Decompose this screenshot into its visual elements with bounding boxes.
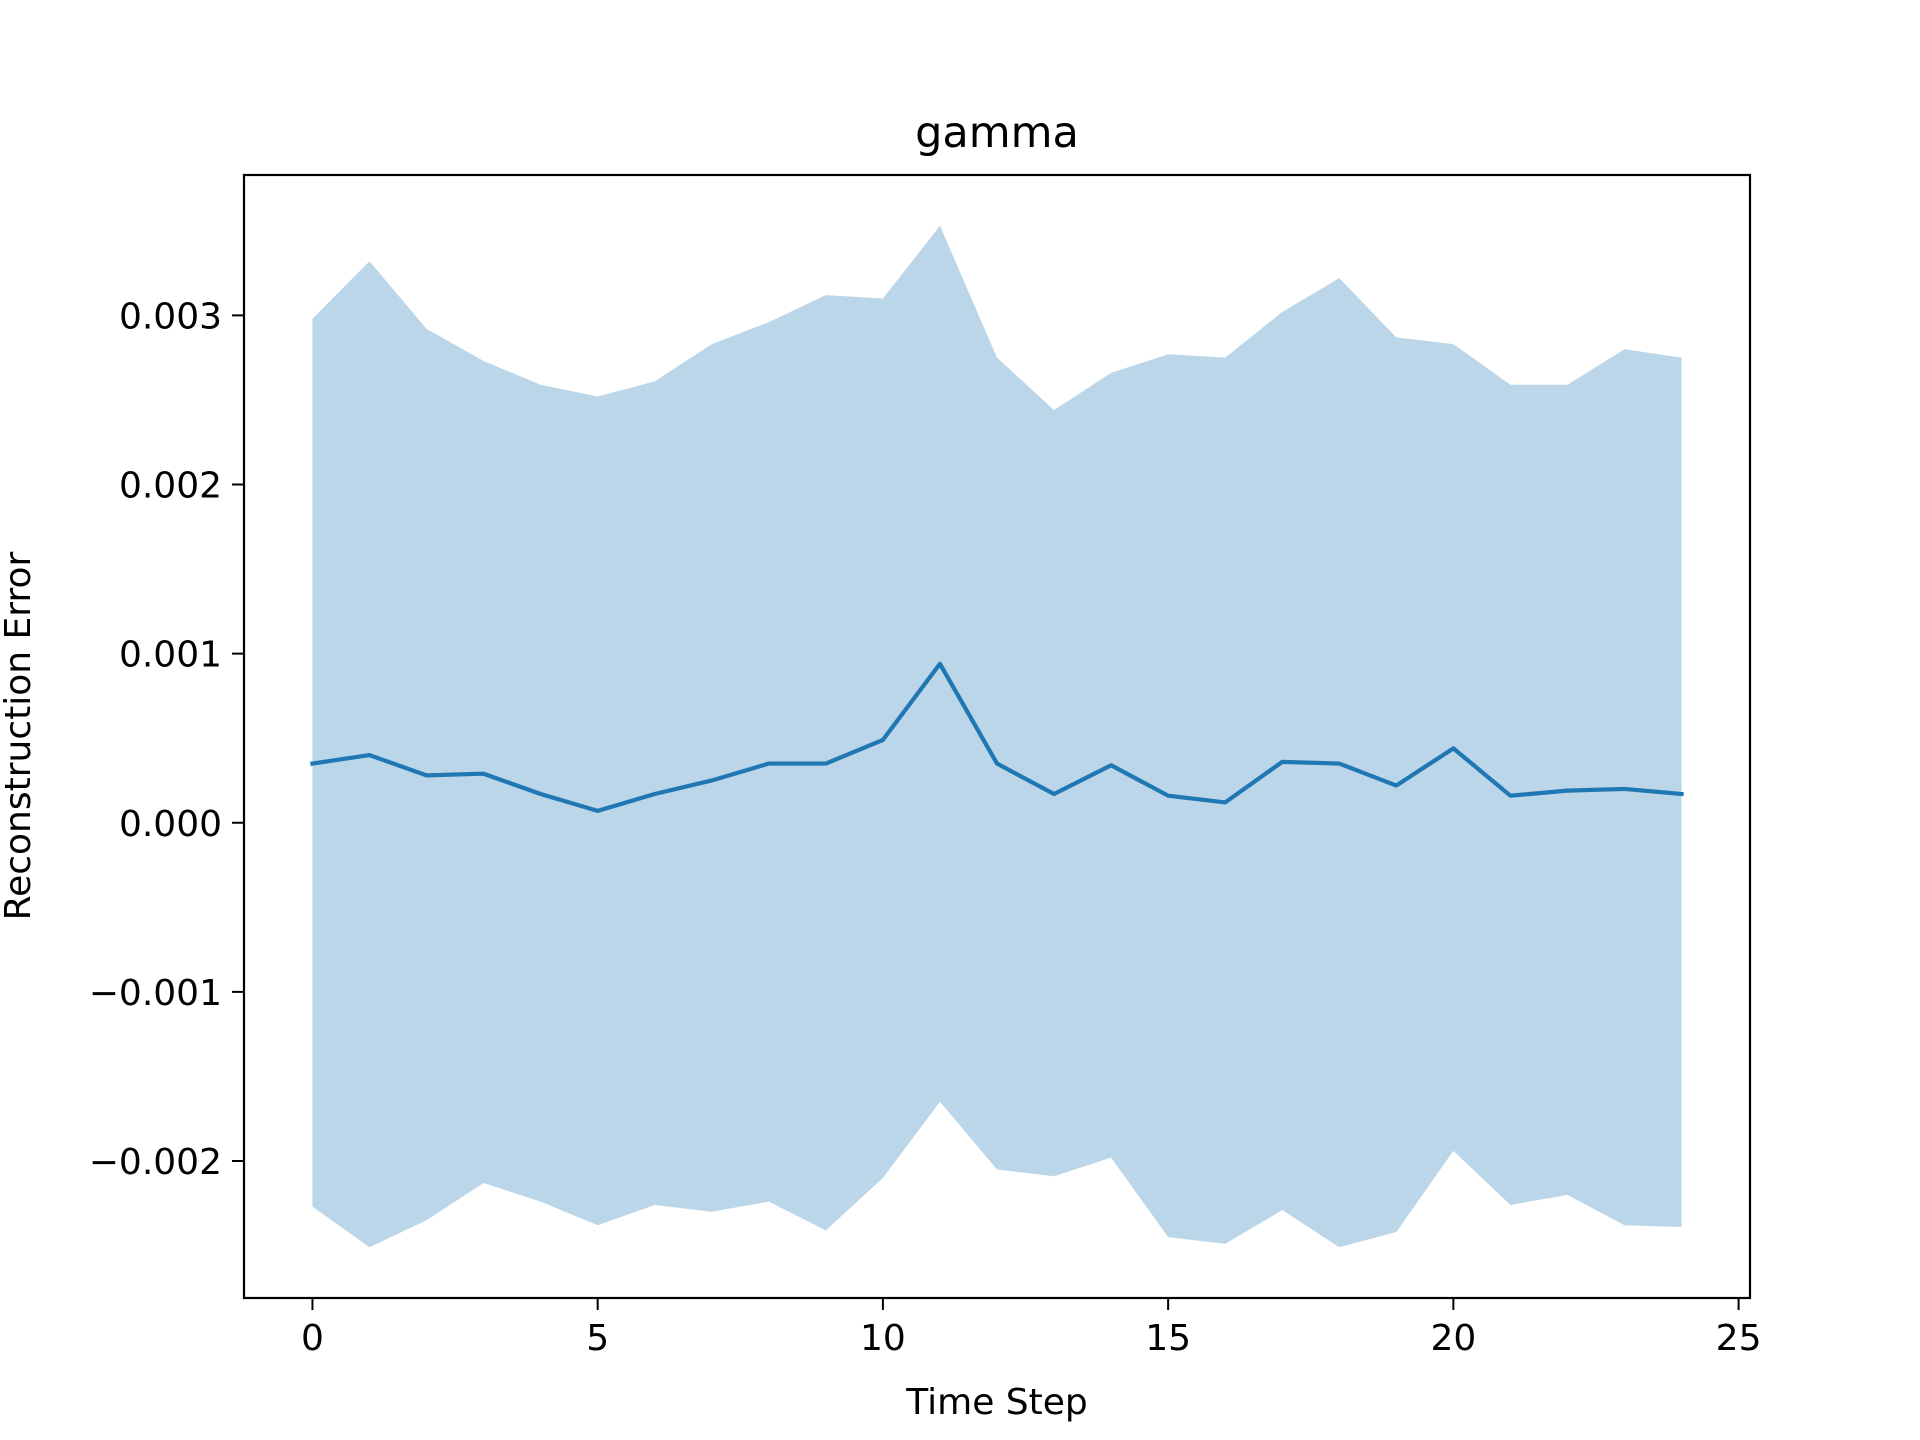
data-point bbox=[823, 761, 829, 767]
x-tick-label: 5 bbox=[586, 1318, 609, 1359]
data-point bbox=[424, 772, 430, 778]
data-point bbox=[937, 661, 943, 667]
x-tick-label: 10 bbox=[860, 1318, 906, 1359]
data-point bbox=[481, 771, 487, 777]
data-point bbox=[595, 808, 601, 814]
data-point bbox=[1222, 799, 1228, 805]
chart-title: gamma bbox=[915, 108, 1079, 158]
x-axis: 0 5 10 15 20 25 bbox=[301, 1298, 1761, 1359]
data-point bbox=[1564, 788, 1570, 794]
data-point bbox=[652, 791, 658, 797]
y-tick-label: 0.001 bbox=[119, 635, 222, 676]
x-tick-label: 15 bbox=[1145, 1318, 1191, 1359]
x-tick-label: 0 bbox=[301, 1318, 324, 1359]
data-point bbox=[994, 761, 1000, 767]
data-point bbox=[1165, 793, 1171, 799]
y-tick-label: −0.002 bbox=[89, 1142, 222, 1183]
series-line bbox=[310, 661, 1684, 814]
data-point bbox=[1393, 783, 1399, 789]
y-tick-label: 0.003 bbox=[119, 296, 222, 337]
data-point bbox=[1450, 745, 1456, 751]
data-point bbox=[538, 791, 544, 797]
confidence-band bbox=[312, 225, 1682, 1248]
y-axis-label: Reconstruction Error bbox=[0, 552, 39, 921]
plot-area bbox=[309, 225, 1685, 1248]
data-point bbox=[1507, 793, 1513, 799]
data-point bbox=[1279, 759, 1285, 765]
data-point bbox=[1336, 761, 1342, 767]
data-point bbox=[1051, 791, 1057, 797]
y-axis: −0.002 −0.001 0.000 0.001 0.002 0.003 bbox=[89, 296, 244, 1183]
data-point bbox=[880, 737, 886, 743]
y-tick-label: −0.001 bbox=[89, 973, 222, 1014]
data-point bbox=[1108, 762, 1114, 768]
data-point bbox=[766, 761, 772, 767]
x-tick-label: 20 bbox=[1430, 1318, 1476, 1359]
data-point bbox=[309, 761, 315, 767]
y-tick-label: 0.002 bbox=[119, 466, 222, 507]
y-tick-label: 0.000 bbox=[119, 804, 222, 845]
data-point bbox=[1622, 786, 1628, 792]
data-point bbox=[709, 777, 715, 783]
axes-frame bbox=[242, 173, 1752, 1300]
data-point bbox=[367, 752, 373, 758]
x-tick-label: 25 bbox=[1716, 1318, 1762, 1359]
data-point bbox=[1679, 791, 1685, 797]
x-axis-label: Time Step bbox=[905, 1382, 1088, 1423]
